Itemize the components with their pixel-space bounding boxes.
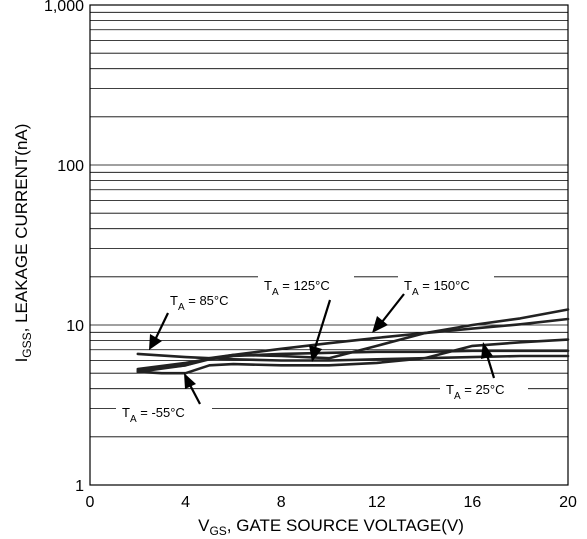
- x-tick-label: 12: [368, 494, 386, 511]
- arrow-125c: [313, 299, 332, 349]
- x-tick-label: 16: [464, 494, 482, 511]
- series-line-3: [136, 317, 570, 371]
- y-tick-label: 100: [57, 158, 84, 175]
- arrowhead-150c: [372, 316, 388, 333]
- arrow-85c: [154, 312, 169, 341]
- arrowhead-85c: [149, 334, 162, 350]
- series-line-4: [136, 338, 570, 375]
- x-tick-label: 0: [86, 494, 95, 511]
- x-tick-label: 8: [277, 494, 286, 511]
- x-tick-label: 4: [181, 494, 190, 511]
- y-tick-label: 1,000: [44, 0, 84, 15]
- arrow-25c: [485, 354, 496, 379]
- svg-text:TA = 150°C: TA = 150°C: [404, 278, 470, 298]
- svg-text:TA = 85°C: TA = 85°C: [170, 293, 229, 313]
- plot-frame: [89, 4, 569, 486]
- annotation-25c: TA = 25°C: [440, 342, 528, 404]
- annotation-minus55c: TA = -55°C: [116, 373, 212, 428]
- y-axis-label: IGSS, LEAKAGE CURRENT(nA): [12, 124, 34, 363]
- y-tick-label: 1: [75, 478, 84, 495]
- arrowhead-25c: [481, 342, 493, 359]
- annotation-150c: TA = 150°C: [372, 276, 494, 333]
- svg-text:TA = -55°C: TA = -55°C: [122, 405, 185, 425]
- arrowhead-125c: [309, 345, 322, 362]
- y-tick-label: 10: [66, 318, 84, 335]
- annotation-85c: TA = 85°C: [149, 289, 248, 350]
- x-tick-label: 20: [559, 494, 577, 511]
- svg-text:TA = 25°C: TA = 25°C: [446, 382, 505, 402]
- x-axis-label: VGS, GATE SOURCE VOLTAGE(V): [198, 516, 464, 538]
- tick-labels: 0 4 8 12 16 20 1 10 100 1,000: [44, 0, 577, 511]
- arrowhead-minus55c: [184, 373, 196, 389]
- svg-text:TA = 125°C: TA = 125°C: [264, 278, 330, 298]
- series-layer: [136, 308, 570, 375]
- grid-layer: [90, 11, 568, 438]
- arrow-minus55c: [189, 384, 201, 405]
- annotation-125c: TA = 125°C: [258, 276, 354, 362]
- arrow-150c: [381, 293, 405, 323]
